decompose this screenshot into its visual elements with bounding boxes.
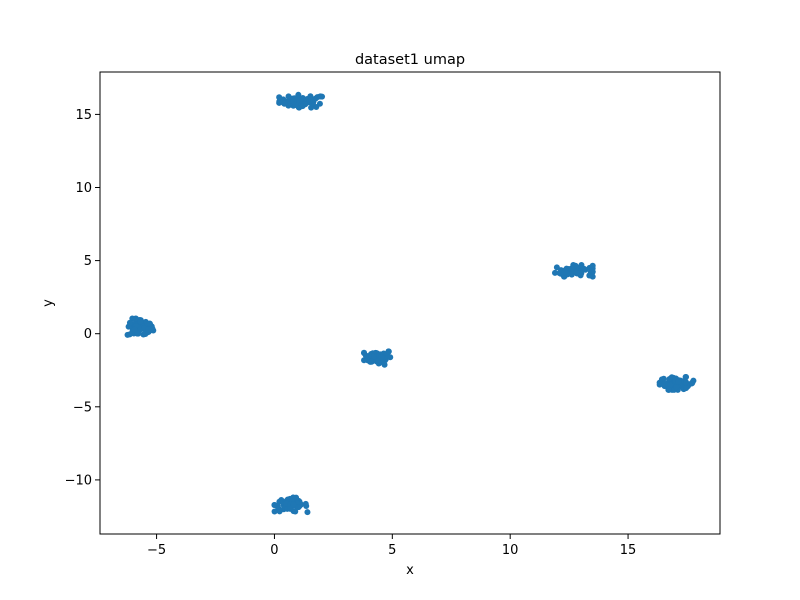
scatter-point [387, 354, 394, 361]
scatter-point [673, 384, 680, 391]
scatter-point [126, 331, 133, 338]
scatter-point [146, 320, 153, 327]
scatter-point [589, 262, 596, 269]
chart-title: dataset1 umap [355, 52, 465, 68]
y-tick-label: 5 [84, 254, 92, 269]
scatter-point [689, 379, 696, 386]
scatter-point [581, 265, 588, 272]
scatter-point [661, 380, 668, 387]
scatter-point [665, 386, 672, 393]
scatter-point [287, 505, 294, 512]
y-tick-label: 0 [84, 327, 92, 342]
scatter-point [317, 93, 324, 100]
scatter-point [561, 269, 568, 276]
x-axis-ticks: −5 0 5 10 15 [147, 534, 636, 558]
scatter-point [568, 270, 575, 277]
scatter-point [675, 378, 682, 385]
scatter-point [271, 502, 278, 509]
x-axis-label: x [406, 563, 414, 578]
scatter-point [568, 265, 575, 272]
scatter-point [551, 269, 558, 276]
x-tick-label: 5 [388, 543, 396, 558]
scatter-point [361, 357, 368, 364]
scatter-point [683, 385, 690, 392]
x-tick-label: −5 [147, 543, 166, 558]
scatter-points [124, 91, 697, 516]
scatter-point [656, 381, 663, 388]
scatter-point [361, 349, 368, 356]
scatter-point [276, 94, 283, 101]
x-tick-label: 15 [620, 543, 637, 558]
scatter-point [667, 381, 674, 388]
y-tick-label: −5 [73, 400, 92, 415]
x-tick-label: 0 [270, 543, 278, 558]
scatter-point [381, 361, 388, 368]
scatter-point [281, 100, 288, 107]
scatter-point [316, 100, 323, 107]
scatter-point [658, 376, 665, 383]
scatter-point [145, 326, 152, 333]
scatter-point [367, 358, 374, 365]
scatter-point [299, 103, 306, 110]
scatter-point [378, 354, 385, 361]
scatter-point [304, 509, 311, 516]
scatter-point [126, 319, 133, 326]
y-axis-ticks: −10 −5 0 5 10 15 [65, 108, 100, 488]
scatter-point [285, 93, 292, 100]
scatter-point [292, 508, 299, 515]
scatter-point [137, 318, 144, 325]
scatter-point [308, 97, 315, 104]
scatter-point [276, 498, 283, 505]
scatter-point [291, 95, 298, 102]
y-tick-label: 15 [75, 108, 92, 123]
plot-frame [99, 71, 721, 535]
scatter-point [140, 331, 147, 338]
y-axis-label: y [41, 299, 56, 307]
scatter-point [586, 272, 593, 279]
scatter-point [290, 501, 297, 508]
y-tick-label: −10 [65, 473, 92, 488]
scatter-point [573, 269, 580, 276]
y-tick-label: 10 [75, 181, 92, 196]
scatter-point [131, 326, 138, 333]
scatter-point [302, 500, 309, 507]
scatter-point [682, 379, 689, 386]
scatter-point [683, 373, 690, 380]
scatter-point [135, 330, 142, 337]
scatter-point [295, 504, 302, 511]
scatter-point [385, 348, 392, 355]
scatter-point [589, 268, 596, 275]
scatter-point [553, 264, 560, 271]
x-tick-label: 10 [502, 543, 519, 558]
